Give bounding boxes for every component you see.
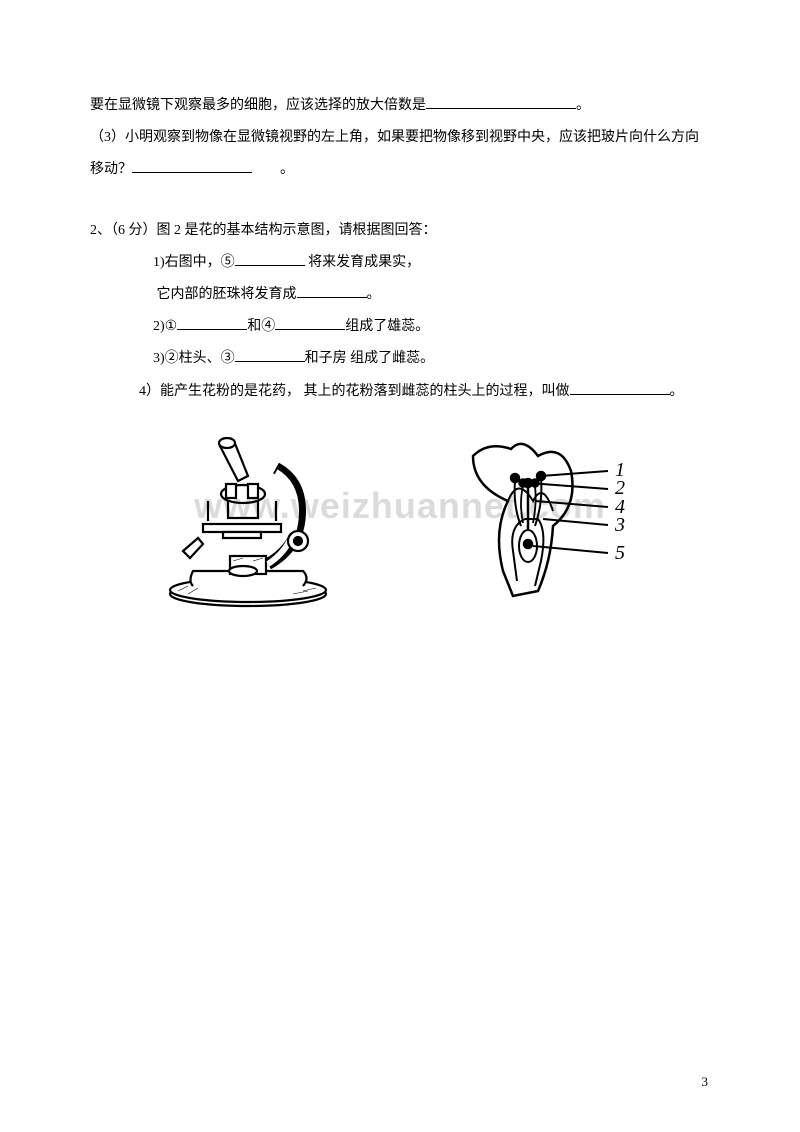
q1-line3-post: 。 — [280, 162, 294, 177]
q2-sub1a: 1)右图中，⑤ 将来发育成果实， — [90, 247, 710, 279]
q1-line1: 要在显微镜下观察最多的细胞，应该选择的放大倍数是 。 — [90, 90, 710, 122]
flower-label-3: 3 — [614, 514, 625, 536]
blank-3 — [235, 347, 305, 362]
q2-1d: 。 — [367, 287, 381, 302]
q2-1b: 将来发育成果实， — [305, 255, 421, 270]
microscope-image — [148, 426, 348, 611]
images-row: 1 2 4 3 5 — [90, 426, 710, 611]
blank-seed — [297, 283, 367, 298]
q1-line3-pre: 移动？ — [90, 162, 132, 177]
q2-3a: 3)②柱头、③ — [153, 351, 235, 366]
q2-sub3: 3)②柱头、③ 和子房 组成了雌蕊。 — [90, 343, 710, 375]
q2-1a: 1)右图中，⑤ — [153, 255, 235, 270]
q2-1c: 它内部的胚珠将发育成 — [157, 287, 297, 302]
q1-line1-text: 要在显微镜下观察最多的细胞，应该选择的放大倍数是 — [90, 98, 426, 113]
blank-direction — [132, 158, 252, 173]
q2-4b: 。 — [670, 384, 684, 399]
blank-4 — [275, 315, 345, 330]
blank-5 — [235, 250, 305, 265]
q1-line3: 移动？ 。 — [90, 154, 710, 186]
q2-sub4: 4）能产生花粉的是花药， 其上的花粉落到雌蕊的柱头上的过程，叫做 。 — [90, 376, 710, 408]
q2-sub1b: 它内部的胚珠将发育成 。 — [90, 279, 710, 311]
flower-image: 1 2 4 3 5 — [443, 431, 653, 606]
q1-line2: （3）小明观察到物像在显微镜视野的左上角，如果要把物像移到视野中央，应该把玻片向… — [90, 122, 710, 154]
q2-2b: 和④ — [247, 319, 275, 334]
q2-2c: 组成了雄蕊。 — [345, 319, 429, 334]
blank-1 — [177, 315, 247, 330]
blank-pollination — [570, 379, 670, 394]
q2-sub2: 2)① 和④ 组成了雄蕊。 — [90, 311, 710, 343]
q2-header: 2、（6 分）图 2 是花的基本结构示意图，请根据图回答： — [90, 215, 710, 247]
q2-4a: 4）能产生花粉的是花药， 其上的花粉落到雌蕊的柱头上的过程，叫做 — [139, 384, 570, 399]
page-number: 3 — [702, 1074, 709, 1090]
blank-magnification — [426, 94, 576, 109]
page-content: 要在显微镜下观察最多的细胞，应该选择的放大倍数是。 （3）小明观察到物像在显微镜… — [0, 0, 800, 651]
flower-label-5: 5 — [615, 542, 625, 564]
q1-line2-text: （3）小明观察到物像在显微镜视野的左上角，如果要把物像移到视野中央，应该把玻片向… — [90, 130, 699, 145]
q2-3b: 和子房 组成了雌蕊。 — [305, 351, 435, 366]
q1-line1-post: 。 — [576, 98, 590, 113]
q2-2a: 2)① — [153, 319, 177, 334]
